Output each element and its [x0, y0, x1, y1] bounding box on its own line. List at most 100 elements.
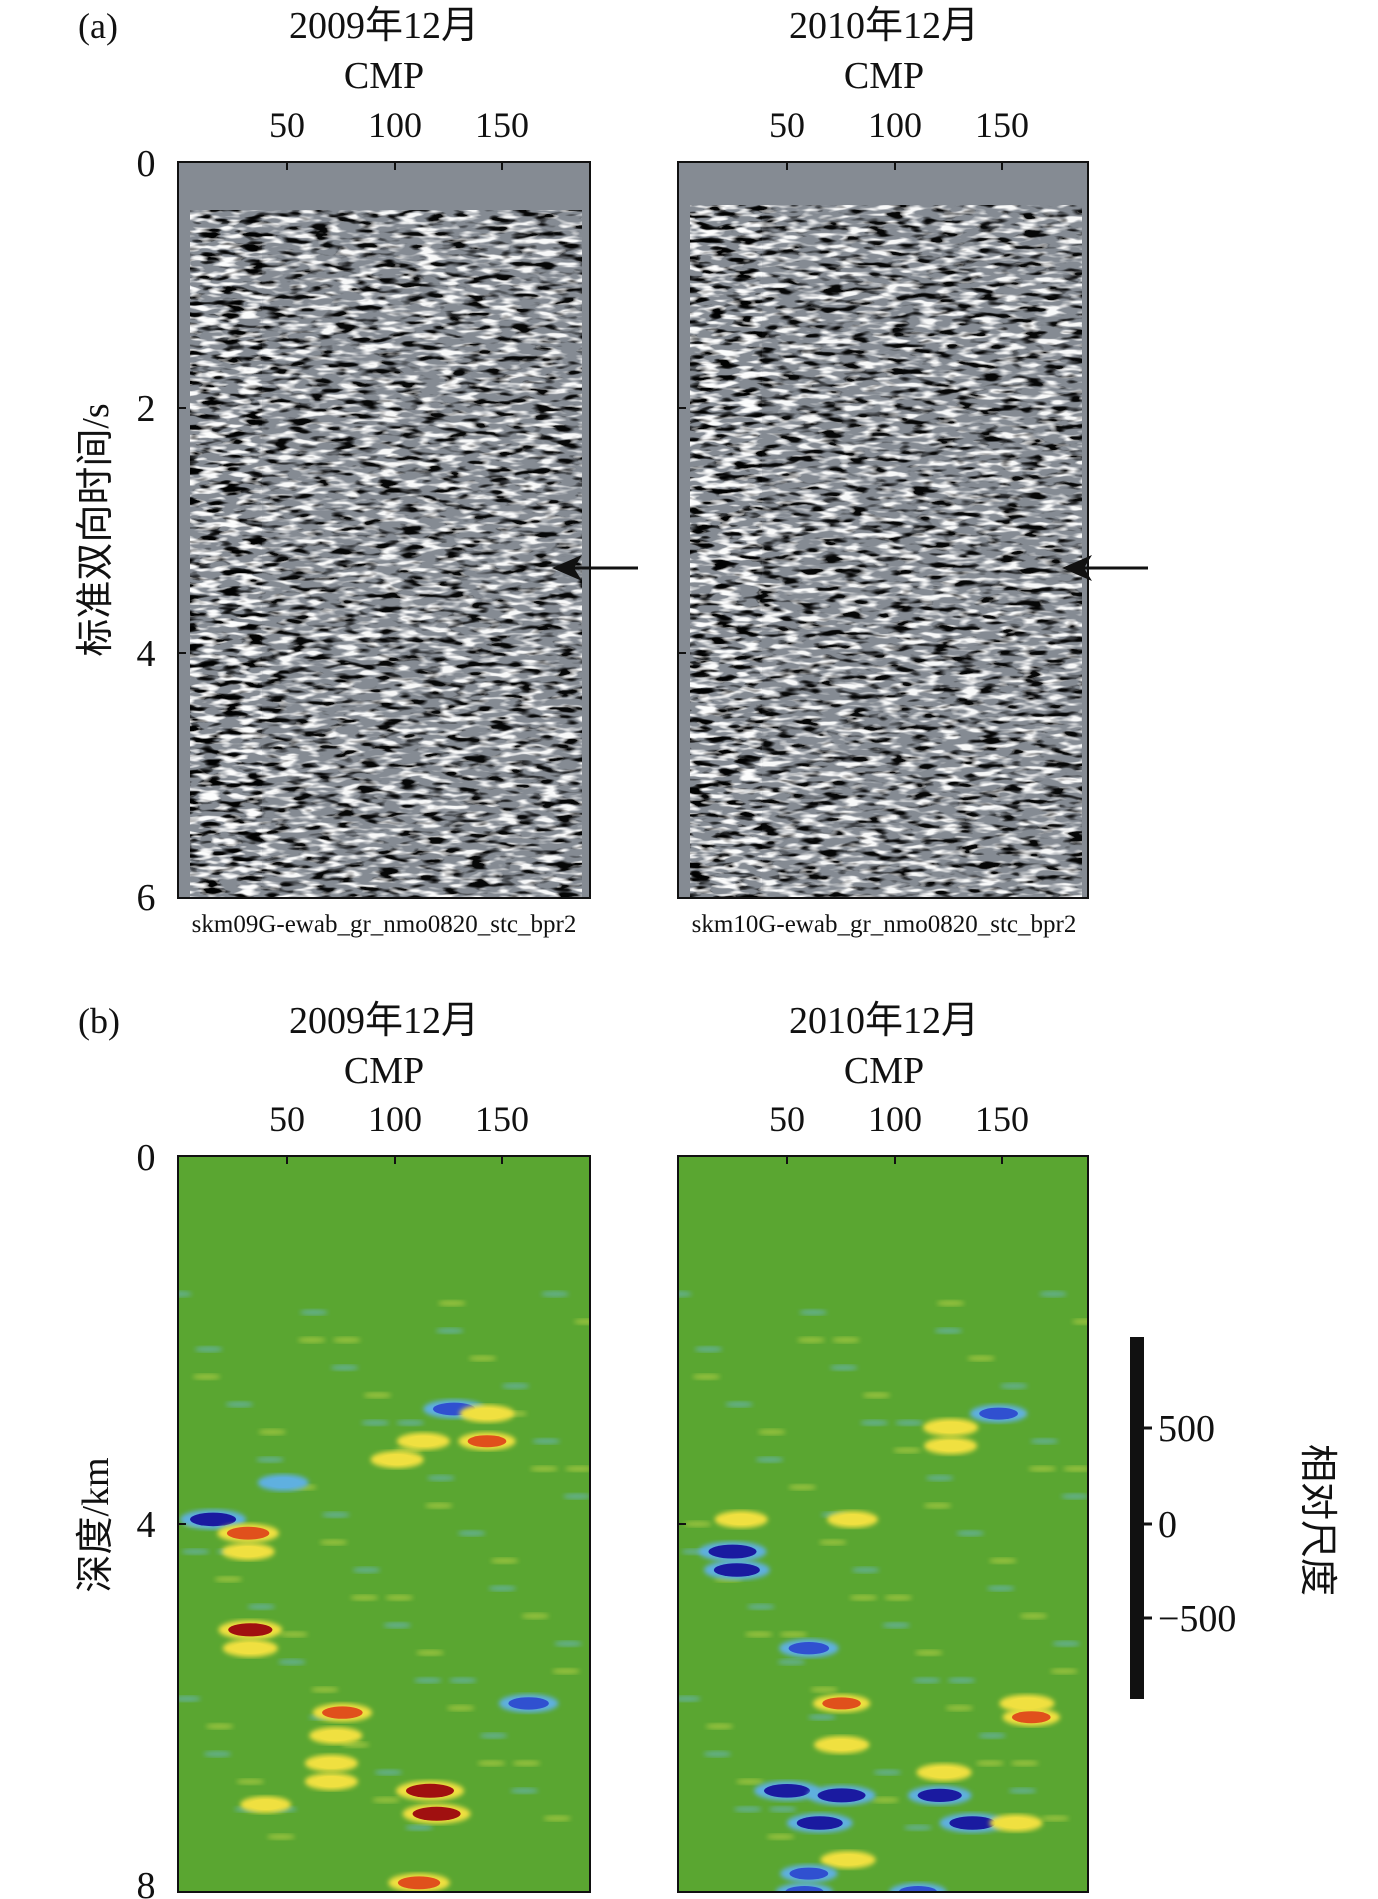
- background-speckle: [330, 1364, 359, 1371]
- background-speckle: [799, 1309, 828, 1316]
- background-speckle: [986, 1585, 1015, 1592]
- background-speckle: [310, 1686, 339, 1693]
- anomaly-core: [468, 1407, 506, 1420]
- panel-a-ylabel: 标准双向时间/s: [75, 403, 117, 656]
- background-speckle: [978, 1732, 1007, 1739]
- background-speckle: [501, 1383, 530, 1389]
- background-speckle: [768, 1806, 797, 1813]
- anomaly-core: [508, 1697, 549, 1710]
- anomaly-core: [823, 1739, 860, 1751]
- background-speckle: [678, 1695, 701, 1702]
- background-speckle: [225, 1401, 254, 1408]
- background-speckle: [540, 1291, 569, 1297]
- anomaly-core: [817, 1788, 866, 1803]
- background-speckle: [280, 1631, 309, 1638]
- background-speckle: [1028, 1465, 1057, 1472]
- background-speckle: [299, 1309, 328, 1316]
- background-speckle: [871, 1797, 900, 1803]
- anomaly-core: [467, 1435, 507, 1448]
- anomaly-core: [933, 1440, 969, 1452]
- background-speckle: [683, 1521, 712, 1527]
- panel-b-right-xlabel: CMP: [844, 1050, 924, 1092]
- background-speckle: [860, 1419, 889, 1426]
- arrow-left: [552, 555, 638, 581]
- panel-b-right-xtick-50: 50: [769, 1099, 805, 1139]
- background-speckle: [374, 1769, 403, 1776]
- background-speckle: [744, 1631, 773, 1638]
- background-speckle: [862, 1392, 891, 1399]
- background-speckle: [882, 1622, 911, 1629]
- panel-b-right-title: 2010年12月: [789, 1000, 979, 1042]
- background-speckle: [892, 1447, 921, 1454]
- background-speckle: [510, 1787, 539, 1794]
- background-speckle: [829, 1364, 858, 1371]
- background-speckle: [446, 1705, 475, 1711]
- anomaly-core: [796, 1816, 843, 1830]
- anomaly-core: [318, 1730, 354, 1742]
- background-speckle: [1030, 1438, 1059, 1445]
- background-speckle: [912, 1677, 941, 1684]
- background-speckle: [385, 1594, 414, 1601]
- panel-a-ytick-0: 0: [137, 143, 156, 185]
- background-speckle: [457, 1530, 486, 1537]
- panel-a-left-caption: skm09G-ewab_gr_nmo0820_stc_bpr2: [192, 911, 577, 938]
- background-speckle: [779, 1631, 808, 1638]
- panel-b-right-xtick-150: 150: [975, 1099, 1029, 1139]
- background-speckle: [1060, 1493, 1088, 1500]
- background-speckle: [873, 1769, 902, 1776]
- background-speckle: [181, 1548, 210, 1555]
- background-speckle: [192, 1373, 221, 1380]
- background-speckle: [521, 1613, 550, 1619]
- background-speckle: [247, 1603, 276, 1610]
- anomaly-core: [231, 1642, 269, 1654]
- background-speckle: [1041, 1815, 1070, 1822]
- panel-a-right-xtick-100: 100: [868, 105, 922, 145]
- background-speckle: [416, 1649, 445, 1656]
- panel-a-ytick-2: 2: [137, 388, 156, 430]
- background-speckle: [1071, 1318, 1088, 1325]
- panel-a-right-xlabel: CMP: [844, 55, 924, 97]
- background-speckle: [903, 1824, 932, 1831]
- background-speckle: [1039, 1291, 1068, 1297]
- background-speckle: [361, 1419, 390, 1426]
- background-speckle: [350, 1594, 379, 1601]
- anomaly-core: [917, 1788, 962, 1802]
- background-speckle: [678, 1291, 692, 1297]
- colorbar-tick-500: 500: [1158, 1408, 1215, 1450]
- background-speckle: [205, 1723, 234, 1730]
- panel-a-left-xtick-150: 150: [475, 105, 529, 145]
- background-speckle: [448, 1677, 477, 1684]
- background-speckle: [405, 1824, 434, 1831]
- anomaly-core: [313, 1757, 349, 1769]
- background-speckle: [705, 1723, 734, 1730]
- anomaly-core: [949, 1816, 996, 1830]
- anomaly-core: [829, 1854, 867, 1866]
- panel-a-left-frame: [177, 161, 591, 899]
- panel-b-left-xtick-100: 100: [368, 1099, 422, 1139]
- colorbar-bar: [1130, 1337, 1144, 1699]
- panel-b-left-title: 2009年12月: [289, 1000, 479, 1042]
- anomaly-core: [405, 1435, 441, 1447]
- anomaly-core: [230, 1546, 266, 1558]
- panel-b-label: (b): [78, 1001, 120, 1041]
- anomaly-core: [713, 1563, 760, 1577]
- background-speckle: [1010, 1760, 1039, 1767]
- panel-a-left-xtick-100: 100: [368, 105, 422, 145]
- anomaly-core: [379, 1454, 415, 1466]
- background-speckle: [1052, 1640, 1081, 1647]
- background-speckle: [694, 1346, 723, 1353]
- background-speckle: [733, 1806, 762, 1813]
- anomaly-core: [763, 1784, 811, 1798]
- panel-a-right-xtick-50: 50: [769, 105, 805, 145]
- background-speckle: [426, 1475, 455, 1481]
- background-speckle: [766, 1833, 795, 1840]
- panel-a-right-xtick-150: 150: [975, 105, 1029, 145]
- background-speckle: [934, 1327, 963, 1334]
- background-speckle: [1019, 1613, 1048, 1619]
- anomaly-core: [228, 1623, 273, 1637]
- background-speckle: [945, 1705, 974, 1711]
- panel-b-ylabel: 深度/km: [75, 1457, 117, 1592]
- background-speckle: [258, 1429, 287, 1435]
- background-speckle: [319, 1539, 348, 1546]
